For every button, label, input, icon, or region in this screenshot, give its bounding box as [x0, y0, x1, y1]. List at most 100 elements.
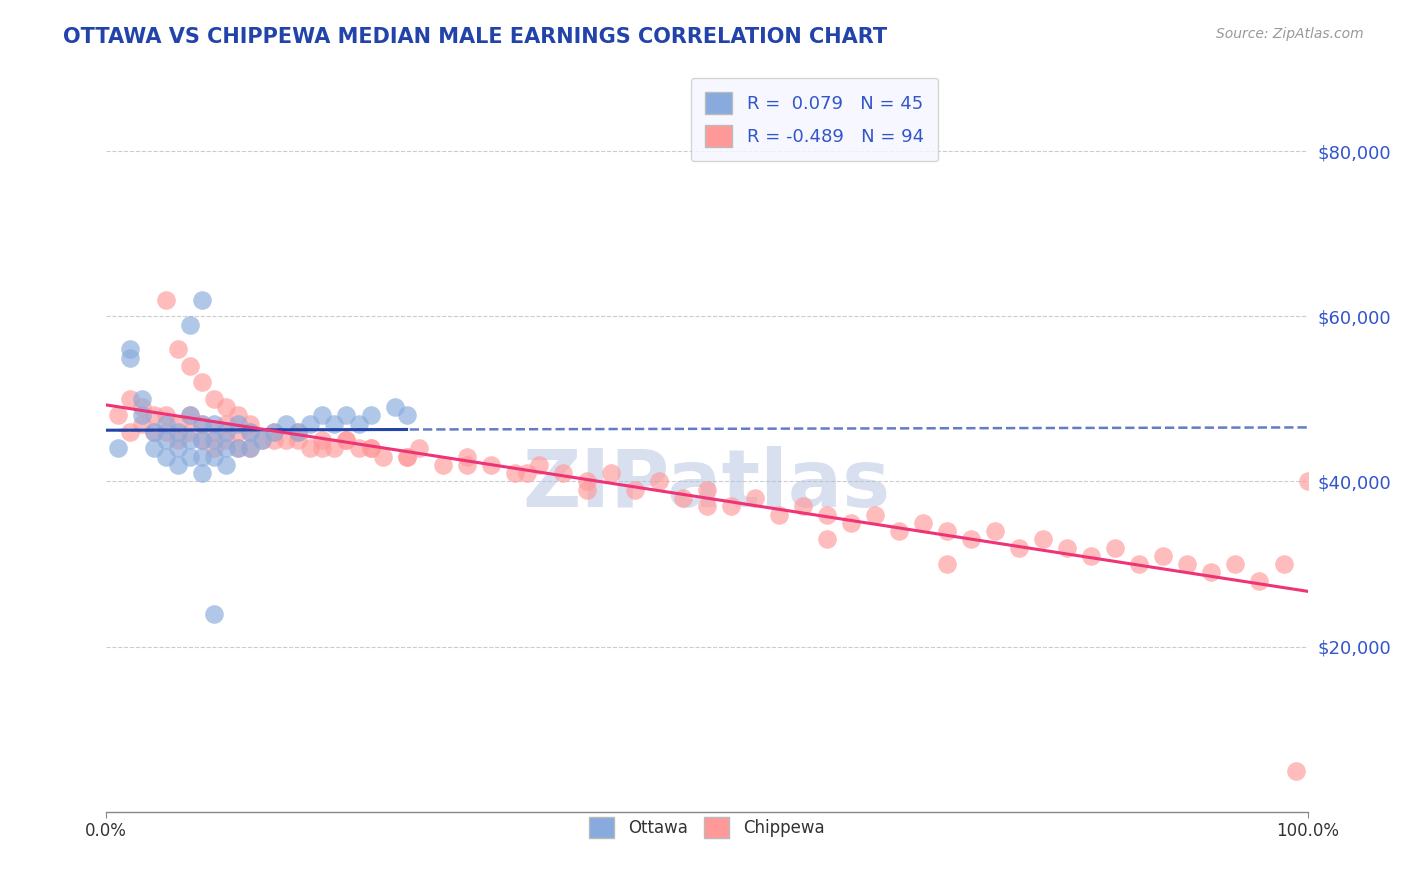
Text: Source: ZipAtlas.com: Source: ZipAtlas.com — [1216, 27, 1364, 41]
Point — [191, 417, 214, 431]
Point — [516, 467, 538, 481]
Point — [120, 425, 142, 439]
Point — [179, 425, 201, 439]
Point — [1080, 549, 1102, 563]
Point — [215, 400, 238, 414]
Point — [311, 409, 333, 423]
Point — [263, 425, 285, 439]
Point — [155, 409, 177, 423]
Point — [311, 433, 333, 447]
Point — [503, 467, 526, 481]
Point — [395, 450, 418, 464]
Point — [575, 475, 598, 489]
Point — [215, 442, 238, 456]
Point — [239, 425, 262, 439]
Point — [107, 442, 129, 456]
Point — [202, 442, 225, 456]
Point — [360, 409, 382, 423]
Point — [228, 417, 250, 431]
Point — [202, 392, 225, 406]
Point — [167, 343, 190, 357]
Point — [287, 425, 309, 439]
Point — [792, 500, 814, 514]
Point — [155, 293, 177, 307]
Point — [179, 409, 201, 423]
Point — [599, 467, 621, 481]
Point — [155, 433, 177, 447]
Point — [202, 433, 225, 447]
Point — [131, 400, 153, 414]
Point — [155, 425, 177, 439]
Point — [143, 442, 166, 456]
Point — [228, 425, 250, 439]
Point — [768, 508, 790, 522]
Point — [575, 483, 598, 497]
Point — [815, 533, 838, 547]
Point — [252, 433, 274, 447]
Point — [408, 442, 430, 456]
Point — [228, 409, 250, 423]
Point — [1056, 541, 1078, 555]
Point — [228, 442, 250, 456]
Point — [863, 508, 886, 522]
Point — [191, 417, 214, 431]
Point — [143, 409, 166, 423]
Point — [202, 417, 225, 431]
Point — [360, 442, 382, 456]
Point — [347, 417, 370, 431]
Point — [936, 557, 959, 571]
Point — [623, 483, 645, 497]
Point — [143, 425, 166, 439]
Point — [360, 442, 382, 456]
Point — [263, 433, 285, 447]
Point — [191, 467, 214, 481]
Point — [1008, 541, 1031, 555]
Point — [1104, 541, 1126, 555]
Point — [179, 318, 201, 332]
Point — [202, 450, 225, 464]
Point — [839, 516, 862, 530]
Point — [276, 417, 298, 431]
Point — [1249, 574, 1271, 588]
Point — [551, 467, 574, 481]
Point — [335, 433, 357, 447]
Point — [239, 442, 262, 456]
Point — [720, 500, 742, 514]
Point — [887, 524, 910, 538]
Point — [936, 524, 959, 538]
Point — [239, 442, 262, 456]
Point — [744, 491, 766, 505]
Point — [347, 442, 370, 456]
Point — [131, 392, 153, 406]
Point — [335, 433, 357, 447]
Point — [432, 458, 454, 472]
Point — [371, 450, 394, 464]
Point — [167, 425, 190, 439]
Point — [167, 442, 190, 456]
Point — [143, 425, 166, 439]
Point — [155, 450, 177, 464]
Point — [1284, 764, 1306, 778]
Point — [120, 343, 142, 357]
Point — [107, 409, 129, 423]
Point — [167, 417, 190, 431]
Point — [323, 442, 346, 456]
Point — [335, 409, 357, 423]
Point — [311, 442, 333, 456]
Point — [167, 458, 190, 472]
Point — [179, 409, 201, 423]
Point — [191, 433, 214, 447]
Point — [960, 533, 983, 547]
Point — [155, 417, 177, 431]
Point — [1032, 533, 1054, 547]
Point — [179, 450, 201, 464]
Point — [263, 425, 285, 439]
Point — [456, 450, 478, 464]
Point — [276, 433, 298, 447]
Point — [228, 442, 250, 456]
Point — [323, 417, 346, 431]
Point — [696, 483, 718, 497]
Point — [215, 417, 238, 431]
Point — [1152, 549, 1174, 563]
Point — [252, 433, 274, 447]
